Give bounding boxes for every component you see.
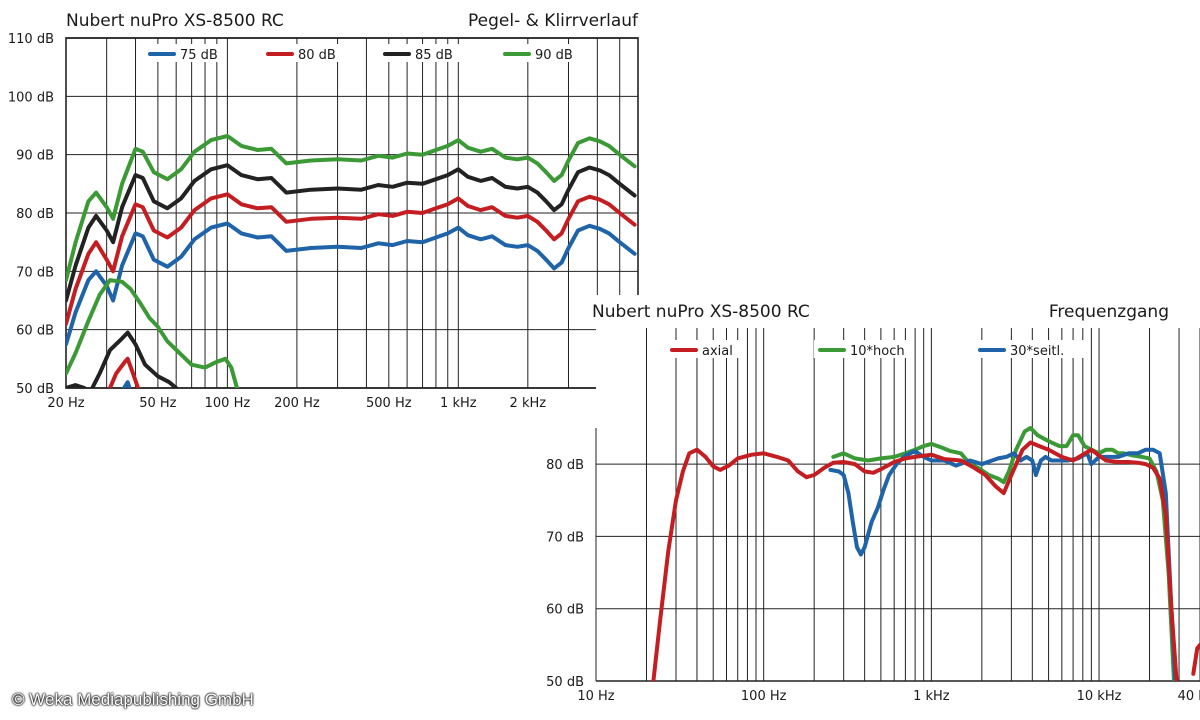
legend-bg xyxy=(144,44,224,62)
series-line-extra-3 xyxy=(1191,642,1200,676)
y-tick-label: 50 dB xyxy=(16,382,54,397)
legend-bg xyxy=(379,44,459,62)
legend-bg xyxy=(666,340,746,358)
copyright-notice: © Weka Mediapublishing GmbH xyxy=(12,690,254,709)
series-line-axial xyxy=(651,440,1179,681)
x-tick-label: 500 Hz xyxy=(366,396,412,411)
chart1-title: Nubert nuPro XS-8500 RC xyxy=(66,11,284,31)
legend-bg xyxy=(814,340,910,358)
legend-bg xyxy=(974,340,1085,358)
series-line-extra-7 xyxy=(66,383,88,388)
x-tick-label: 10 Hz xyxy=(577,689,614,704)
x-tick-label: 200 Hz xyxy=(274,396,320,411)
y-tick-label: 70 dB xyxy=(16,265,54,280)
series-line-85-db xyxy=(66,163,637,303)
legend-label: 10*hoch xyxy=(850,344,905,359)
x-tick-label: 40 kHz xyxy=(1178,689,1200,704)
y-tick-label: 80 dB xyxy=(16,207,54,222)
y-tick-label: 50 dB xyxy=(546,675,584,690)
x-tick-label: 1 kHz xyxy=(440,396,477,411)
y-tick-label: 100 dB xyxy=(8,90,54,105)
legend-label: 75 dB xyxy=(180,48,218,63)
series-line-80-db xyxy=(66,192,637,326)
y-tick-label: 60 dB xyxy=(546,603,584,618)
chart-frequenzgang: Nubert nuPro XS-8500 RC Frequenzgang 10 … xyxy=(546,295,1200,704)
series-line-90-db xyxy=(66,134,637,283)
series-line-extra-4 xyxy=(66,278,239,388)
series-line-extra-6 xyxy=(108,356,141,388)
x-tick-label: 2 kHz xyxy=(510,396,547,411)
chart1-legend: 75 dB 80 dB 85 dB 90 dB xyxy=(144,44,579,63)
chart2-legend: axial 10*hoch 30*seitl. xyxy=(666,340,1085,359)
y-tick-label: 110 dB xyxy=(8,32,54,47)
x-tick-label: 1 kHz xyxy=(913,689,950,704)
legend-label: 90 dB xyxy=(535,48,573,63)
legend-bg xyxy=(262,44,342,62)
y-tick-label: 70 dB xyxy=(546,530,584,545)
x-tick-label: 50 Hz xyxy=(139,396,176,411)
x-tick-label: 20 Hz xyxy=(47,396,84,411)
x-tick-label: 100 Hz xyxy=(205,396,251,411)
legend-label: 85 dB xyxy=(415,48,453,63)
chart2-subtitle: Frequenzgang xyxy=(1049,302,1169,322)
legend-label: 30*seitl. xyxy=(1010,344,1064,359)
series-line-75-db xyxy=(66,221,637,347)
chart1-subtitle: Pegel- & Klirrverlauf xyxy=(468,11,639,31)
series-line-extra-8 xyxy=(121,380,132,388)
plot-frame xyxy=(65,37,639,389)
legend-bg xyxy=(499,44,579,62)
x-tick-label: 10 kHz xyxy=(1077,689,1122,704)
series-line-30-seitl- xyxy=(828,447,1178,681)
series-line-extra-5 xyxy=(90,330,180,388)
x-tick-label: 100 Hz xyxy=(741,689,787,704)
y-tick-label: 80 dB xyxy=(546,458,584,473)
legend-label: axial xyxy=(702,344,733,359)
y-tick-label: 90 dB xyxy=(16,149,54,164)
chart2-title: Nubert nuPro XS-8500 RC xyxy=(592,302,810,322)
y-tick-label: 60 dB xyxy=(16,324,54,339)
chart-pegel-klirrverlauf: Nubert nuPro XS-8500 RC Pegel- & Klirrve… xyxy=(8,11,639,411)
legend-label: 80 dB xyxy=(298,48,336,63)
